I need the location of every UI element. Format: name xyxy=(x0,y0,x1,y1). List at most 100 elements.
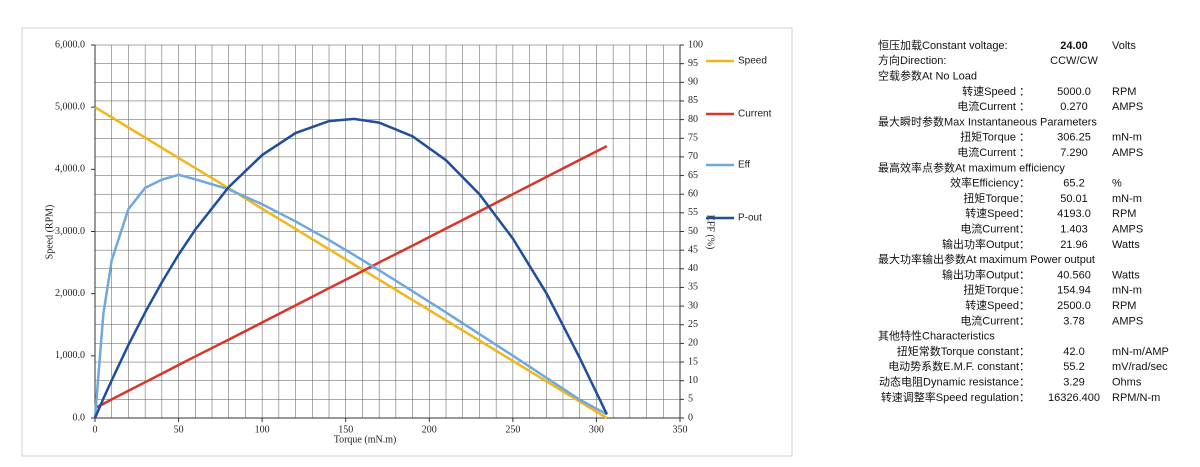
y-tick-label: 5,000.0 xyxy=(55,101,85,112)
y2-tick-label: 75 xyxy=(688,133,698,144)
spec-unit: RPM xyxy=(1112,208,1136,220)
x-tick-label: 150 xyxy=(338,424,353,435)
y2-tick-label: 5 xyxy=(688,394,693,405)
y-tick-label: 6,000.0 xyxy=(55,39,85,50)
y2-tick-label: 90 xyxy=(688,77,698,88)
spec-unit: % xyxy=(1112,178,1122,190)
spec-value: 50.01 xyxy=(1060,193,1088,205)
spec-label: 输出功率Output： xyxy=(942,237,1030,251)
spec-unit: RPM xyxy=(1112,300,1136,312)
section-heading: 其他特性Characteristics xyxy=(878,329,995,343)
y2-tick-label: 20 xyxy=(688,338,698,349)
spec-label: 转速调整率Speed regulation： xyxy=(881,390,1030,404)
spec-value: 40.560 xyxy=(1057,269,1091,281)
spec-label: 电流Current： xyxy=(960,313,1030,327)
spec-value: 24.00 xyxy=(1060,40,1088,52)
spec-value: 0.270 xyxy=(1060,101,1088,113)
y-tick-label: 0.0 xyxy=(73,412,86,423)
spec-unit: Ohms xyxy=(1112,377,1142,389)
y2-tick-label: 30 xyxy=(688,300,698,311)
spec-value: 55.2 xyxy=(1063,361,1084,373)
section-heading: 最大功率输出参数At maximum Power output xyxy=(878,252,1095,266)
spec-value: 154.94 xyxy=(1057,285,1091,297)
spec-value: 21.96 xyxy=(1060,239,1088,251)
x-tick-label: 350 xyxy=(673,424,688,435)
legend-label: Speed xyxy=(738,56,767,67)
y2-tick-label: 70 xyxy=(688,151,698,162)
spec-value: 7.290 xyxy=(1060,147,1088,159)
spec-unit: mN-m/AMP xyxy=(1112,346,1169,358)
spec-label: 电流Current： xyxy=(960,222,1030,236)
spec-label: 扭矩Torque： xyxy=(963,191,1030,205)
spec-label: 扭矩Torque： xyxy=(963,283,1030,297)
y2-tick-label: 100 xyxy=(688,39,703,50)
spec-label: 电动势系数E.M.F. constant： xyxy=(888,360,1030,373)
section-heading: 空载参数At No Load xyxy=(878,69,977,83)
spec-unit: RPM/N-m xyxy=(1112,392,1160,404)
y2-tick-label: 80 xyxy=(688,114,698,125)
spec-unit: AMPS xyxy=(1112,224,1143,236)
y-tick-label: 4,000.0 xyxy=(55,164,85,175)
spec-label: 恒压加载Constant voltage: xyxy=(878,39,1008,52)
y2-tick-label: 40 xyxy=(688,263,698,274)
x-tick-label: 100 xyxy=(255,424,270,435)
section-heading: 最大瞬时参数Max Instantaneous Parameters xyxy=(878,114,1097,128)
spec-label: 动态电阻Dynamic resistance： xyxy=(879,376,1030,389)
series-line xyxy=(94,106,608,420)
spec-label: 扭矩常数Torque constant： xyxy=(897,344,1030,358)
series-line xyxy=(94,144,608,410)
spec-value: 2500.0 xyxy=(1057,300,1091,312)
y2-tick-label: 25 xyxy=(688,319,698,330)
spec-label: 转速Speed： xyxy=(965,206,1030,220)
spec-unit: mN-m xyxy=(1112,285,1142,297)
chart-frame xyxy=(21,27,793,457)
y2-tick-label: 10 xyxy=(688,375,698,386)
spec-label: 转速Speed ： xyxy=(962,84,1030,98)
spec-value: CCW/CW xyxy=(1050,55,1098,67)
spec-value: 4193.0 xyxy=(1057,208,1091,220)
x-axis-title: Torque (mN.m) xyxy=(334,434,397,445)
spec-label: 输出功率Output： xyxy=(942,267,1030,281)
y-tick-label: 2,000.0 xyxy=(55,288,85,299)
spec-value: 5000.0 xyxy=(1057,86,1091,98)
spec-value: 65.2 xyxy=(1063,178,1084,190)
spec-value: 3.78 xyxy=(1063,315,1084,327)
x-tick-label: 0 xyxy=(93,424,98,435)
spec-table: 恒压加载Constant voltage: 24.00 Volts 方向Directi… xyxy=(878,39,1169,404)
y2-tick-label: 55 xyxy=(688,207,698,218)
spec-value: 16326.400 xyxy=(1048,392,1100,404)
x-tick-label: 250 xyxy=(505,424,520,435)
spec-label: 方向Direction: xyxy=(878,53,946,67)
spec-value: 3.29 xyxy=(1063,377,1084,389)
y2-tick-label: 50 xyxy=(688,226,698,237)
spec-value: 306.25 xyxy=(1057,132,1091,144)
y2-tick-label: 95 xyxy=(688,58,698,69)
chart: Torque (mN.m) Speed (RPM) EFF (%) 0 50 100… xyxy=(21,27,793,457)
section-heading: 最高效率点参数At maximum efficiency xyxy=(878,160,1065,174)
spec-unit: AMPS xyxy=(1112,147,1143,159)
spec-label: 效率Efficiency： xyxy=(950,176,1030,190)
y2-tick-label: 60 xyxy=(688,188,698,199)
spec-unit: Volts xyxy=(1112,40,1136,52)
legend-label: Eff xyxy=(738,160,750,171)
y-tick-label: 1,000.0 xyxy=(55,350,85,361)
legend-label: P-out xyxy=(738,213,762,224)
x-tick-label: 300 xyxy=(589,424,604,435)
spec-unit: Watts xyxy=(1112,239,1140,251)
spec-label: 电流Current ： xyxy=(957,145,1030,159)
y2-tick-label: 45 xyxy=(688,244,698,255)
spec-value: 1.403 xyxy=(1060,224,1088,236)
x-tick-label: 50 xyxy=(174,424,184,435)
spec-unit: mN-m xyxy=(1112,193,1142,205)
spec-unit: mN-m xyxy=(1112,132,1142,144)
spec-unit: RPM xyxy=(1112,86,1136,98)
spec-label: 扭矩Torque ： xyxy=(960,130,1030,144)
spec-unit: AMPS xyxy=(1112,101,1143,113)
spec-unit: AMPS xyxy=(1112,315,1143,327)
y2-tick-label: 65 xyxy=(688,170,698,181)
x-tick-label: 200 xyxy=(422,424,437,435)
legend-label: Current xyxy=(738,109,772,120)
y2-axis-title: EFF (%) xyxy=(705,215,716,250)
y-axis-title: Speed (RPM) xyxy=(44,205,55,260)
